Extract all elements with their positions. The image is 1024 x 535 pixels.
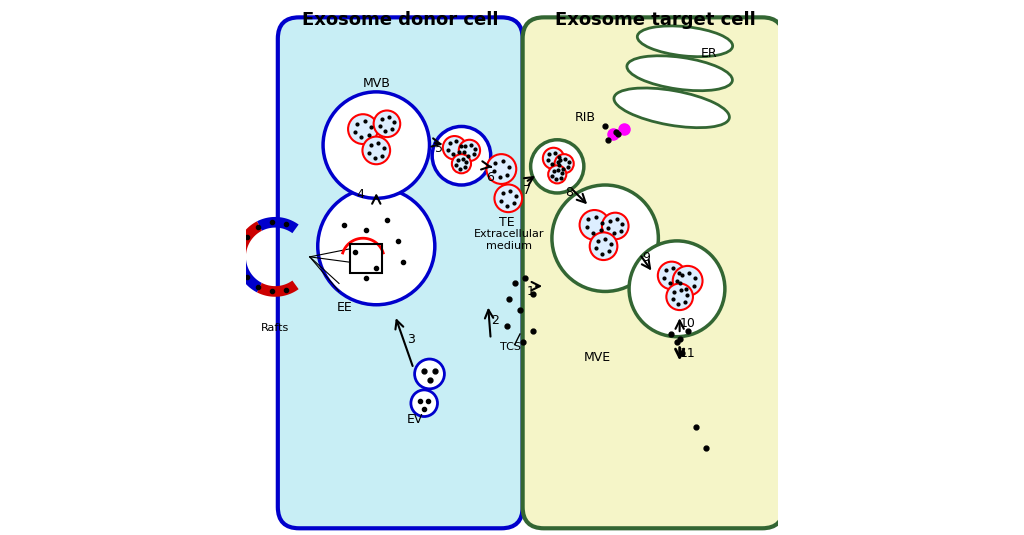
Text: 5: 5	[434, 142, 442, 155]
Circle shape	[348, 114, 378, 144]
Text: 3: 3	[407, 333, 415, 346]
Text: MVB: MVB	[362, 78, 390, 90]
Text: Rafts: Rafts	[261, 323, 290, 333]
Text: MVE: MVE	[584, 351, 610, 364]
Text: 7: 7	[523, 184, 530, 197]
Circle shape	[362, 136, 390, 164]
Text: EE: EE	[337, 301, 352, 314]
Polygon shape	[236, 221, 262, 257]
Circle shape	[602, 213, 629, 239]
Circle shape	[657, 262, 685, 289]
Ellipse shape	[614, 88, 729, 128]
Circle shape	[411, 390, 437, 417]
Polygon shape	[236, 257, 262, 293]
FancyBboxPatch shape	[278, 17, 522, 528]
Polygon shape	[257, 217, 299, 233]
Circle shape	[555, 154, 573, 173]
Circle shape	[459, 140, 480, 161]
Circle shape	[495, 185, 522, 212]
Circle shape	[486, 154, 516, 184]
Text: 1: 1	[526, 285, 535, 298]
Text: 8: 8	[565, 187, 573, 200]
Circle shape	[548, 165, 566, 184]
Circle shape	[452, 154, 471, 173]
Ellipse shape	[637, 26, 732, 57]
Text: Extracellular
medium: Extracellular medium	[474, 230, 545, 251]
Circle shape	[673, 266, 702, 296]
Circle shape	[317, 188, 435, 305]
Bar	[349, 243, 382, 273]
Text: TE: TE	[499, 216, 514, 229]
Circle shape	[543, 148, 564, 169]
Circle shape	[442, 136, 466, 159]
Polygon shape	[257, 280, 299, 297]
Text: EV: EV	[407, 412, 423, 426]
FancyBboxPatch shape	[522, 17, 783, 528]
Text: 2: 2	[492, 314, 499, 327]
Circle shape	[530, 140, 584, 193]
Circle shape	[432, 126, 490, 185]
Circle shape	[415, 359, 444, 389]
Text: 10: 10	[680, 317, 695, 330]
Circle shape	[374, 111, 400, 137]
Text: 6: 6	[485, 171, 494, 184]
Text: ER: ER	[700, 47, 717, 60]
Circle shape	[580, 210, 609, 240]
Text: Exosome donor cell: Exosome donor cell	[302, 11, 499, 29]
Circle shape	[590, 232, 617, 260]
Text: TCS: TCS	[501, 342, 521, 352]
Text: 4: 4	[356, 188, 365, 201]
Text: 9: 9	[642, 251, 650, 264]
Circle shape	[667, 284, 693, 310]
Text: 11: 11	[680, 347, 695, 360]
Ellipse shape	[627, 56, 732, 91]
Text: RIB: RIB	[574, 111, 596, 124]
Text: Exosome target cell: Exosome target cell	[555, 11, 756, 29]
Circle shape	[629, 241, 725, 337]
Circle shape	[323, 92, 429, 198]
Circle shape	[552, 185, 658, 292]
